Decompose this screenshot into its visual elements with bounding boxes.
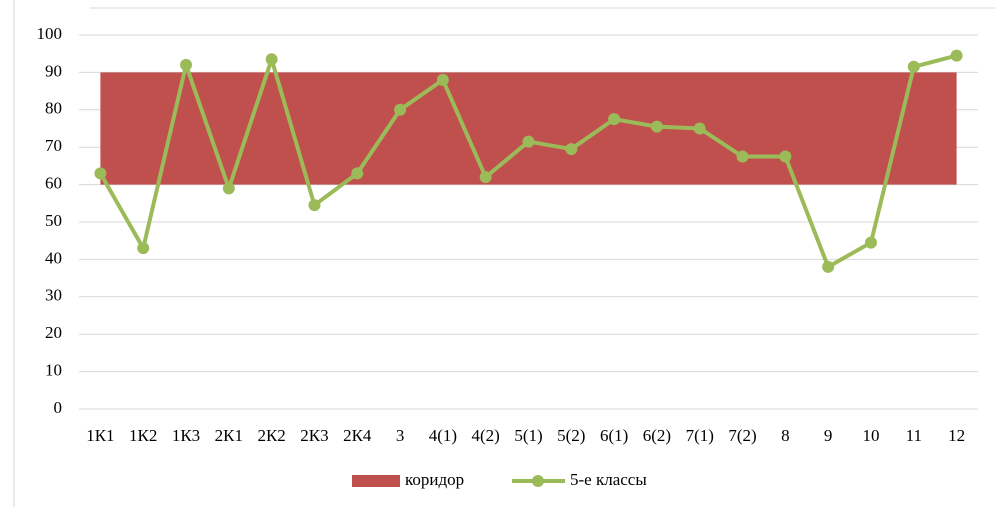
point xyxy=(137,242,150,255)
y-tick-label: 90 xyxy=(45,61,62,80)
point xyxy=(693,122,706,135)
x-tick-label: 1К2 xyxy=(129,426,157,445)
point xyxy=(650,120,663,133)
point xyxy=(394,103,407,116)
x-tick-label: 10 xyxy=(862,426,879,445)
legend-label: коридор xyxy=(405,470,464,489)
y-tick-label: 100 xyxy=(37,24,63,43)
y-tick-label: 50 xyxy=(45,211,62,230)
y-tick-label: 70 xyxy=(45,136,62,155)
point xyxy=(822,260,835,273)
point xyxy=(265,53,278,66)
legend-swatch xyxy=(352,475,400,487)
y-tick-label: 40 xyxy=(45,248,62,267)
x-tick-label: 2К3 xyxy=(300,426,328,445)
legend-label: 5-е классы xyxy=(570,470,647,489)
point xyxy=(565,143,578,156)
y-tick-label: 30 xyxy=(45,286,62,305)
point xyxy=(907,60,920,73)
x-tick-label: 7(2) xyxy=(728,426,756,445)
x-tick-label: 9 xyxy=(824,426,833,445)
x-tick-label: 5(1) xyxy=(514,426,542,445)
y-tick-label: 20 xyxy=(45,323,62,342)
point xyxy=(308,199,321,212)
point xyxy=(479,171,492,184)
point xyxy=(436,73,449,86)
y-tick-label: 80 xyxy=(45,99,62,118)
x-tick-label: 6(2) xyxy=(643,426,671,445)
point xyxy=(222,182,235,195)
y-tick-label: 60 xyxy=(45,174,62,193)
x-tick-label: 2К1 xyxy=(215,426,243,445)
point xyxy=(950,49,963,62)
x-tick-label: 5(2) xyxy=(557,426,585,445)
point xyxy=(351,167,364,180)
legend-marker xyxy=(532,475,544,487)
x-tick-label: 6(1) xyxy=(600,426,628,445)
point xyxy=(180,58,193,71)
point xyxy=(94,167,107,180)
x-tick-label: 8 xyxy=(781,426,790,445)
corridor-band xyxy=(100,72,957,185)
point xyxy=(736,150,749,163)
point xyxy=(779,150,792,163)
x-tick-label: 11 xyxy=(906,426,922,445)
y-tick-label: 10 xyxy=(45,361,62,380)
x-tick-label: 3 xyxy=(396,426,405,445)
x-tick-label: 7(1) xyxy=(686,426,714,445)
x-tick-label: 2К4 xyxy=(343,426,372,445)
x-tick-label: 1К1 xyxy=(86,426,114,445)
x-tick-label: 1К3 xyxy=(172,426,200,445)
x-tick-label: 2К2 xyxy=(257,426,285,445)
x-tick-label: 4(1) xyxy=(429,426,457,445)
point xyxy=(522,135,535,148)
point xyxy=(864,236,877,249)
x-tick-label: 12 xyxy=(948,426,965,445)
point xyxy=(608,113,621,126)
y-tick-label: 0 xyxy=(54,398,63,417)
x-tick-label: 4(2) xyxy=(472,426,500,445)
